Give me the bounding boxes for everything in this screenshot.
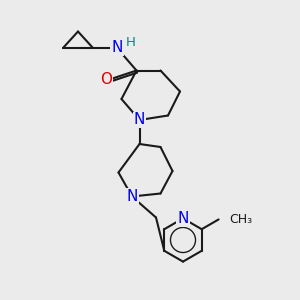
Text: N: N: [126, 189, 138, 204]
Text: N: N: [111, 40, 123, 56]
Text: N: N: [134, 112, 145, 128]
Text: CH₃: CH₃: [229, 213, 252, 226]
Text: H: H: [126, 35, 135, 49]
Text: N: N: [177, 211, 189, 226]
Text: O: O: [100, 72, 112, 87]
